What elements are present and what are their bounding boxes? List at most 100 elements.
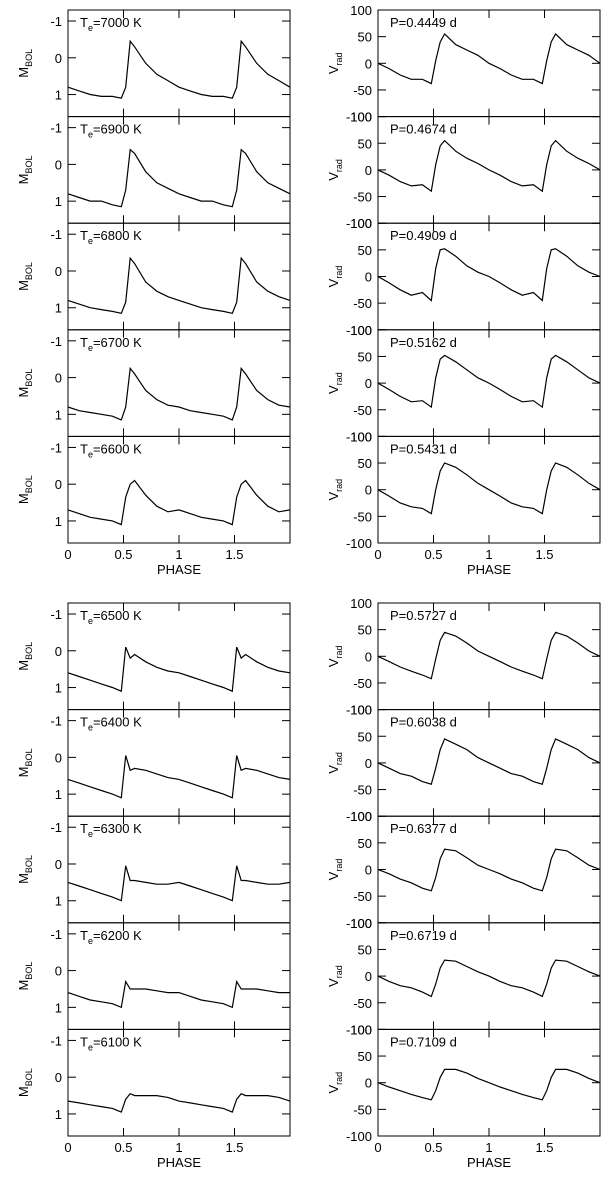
- y-tick-label: 100: [350, 216, 372, 231]
- y-tick-label: 50: [358, 942, 372, 957]
- y-tick-label: 1: [55, 894, 62, 909]
- y-axis-label: MBOL: [16, 262, 34, 291]
- x-axis-label: PHASE: [157, 1155, 201, 1170]
- annotation-main: P=0.6038 d: [390, 715, 457, 730]
- x-tick-label: 0: [64, 547, 71, 562]
- y-tick-label: -50: [353, 83, 372, 98]
- annotation-rest: =7000 K: [93, 15, 142, 30]
- x-tick-label: 0.5: [424, 547, 442, 562]
- annotation: Te=6400 K: [80, 715, 142, 733]
- x-tick-label: 1: [485, 547, 492, 562]
- curve: [67, 755, 291, 799]
- y-axis-label-main: M: [16, 980, 31, 991]
- y-tick-label: 100: [350, 110, 372, 125]
- annotation-main: P=0.6719 d: [390, 928, 457, 943]
- y-axis-label-main: M: [16, 387, 31, 398]
- y-tick-label: 50: [358, 1049, 372, 1064]
- y-tick-label: 50: [358, 243, 372, 258]
- curve: [67, 256, 291, 314]
- y-tick-label: -1: [50, 820, 62, 835]
- curve: [377, 139, 601, 193]
- y-axis-label-main: M: [16, 67, 31, 78]
- y-tick-label: -1: [50, 14, 62, 29]
- y-tick-label: -50: [353, 403, 372, 418]
- curve: [377, 462, 601, 515]
- annotation-main: T: [80, 821, 88, 836]
- annotation-rest: =6200 K: [93, 928, 142, 943]
- y-axis-label: MBOL: [16, 155, 34, 184]
- y-axis-label-main: V: [326, 765, 341, 774]
- y-tick-label: -50: [353, 996, 372, 1011]
- x-tick-label: 1: [485, 1140, 492, 1155]
- y-tick-label: -50: [353, 889, 372, 904]
- annotation: P=0.6377 d: [390, 821, 457, 836]
- y-tick-label: -1: [50, 714, 62, 729]
- y-axis-label-sub: rad: [334, 645, 344, 658]
- x-tick-label: 0.5: [114, 547, 132, 562]
- annotation: P=0.6038 d: [390, 715, 457, 730]
- y-axis-label-sub: rad: [334, 159, 344, 172]
- y-axis-label-sub: rad: [334, 859, 344, 872]
- x-tick-label: 1: [175, 547, 182, 562]
- y-tick-label: 0: [55, 644, 62, 659]
- y-axis-label: Vrad: [326, 752, 344, 774]
- y-axis-label: MBOL: [16, 855, 34, 884]
- y-tick-label: -100: [346, 216, 372, 231]
- y-axis-label-sub: BOL: [24, 748, 34, 766]
- curve: [377, 33, 601, 85]
- y-axis-label-main: V: [326, 978, 341, 987]
- y-tick-label: 0: [365, 649, 372, 664]
- y-axis-label: Vrad: [326, 52, 344, 74]
- curve: [67, 979, 290, 1009]
- y-axis-label-main: M: [16, 1086, 31, 1097]
- y-axis-label-main: V: [326, 385, 341, 394]
- annotation-main: T: [80, 1034, 88, 1049]
- annotation-sub: e: [88, 1042, 93, 1052]
- annotation-sub: e: [88, 343, 93, 353]
- y-tick-label: 0: [365, 270, 372, 285]
- annotation-main: T: [80, 228, 88, 243]
- y-tick-label: 50: [358, 729, 372, 744]
- annotation-sub: e: [88, 23, 93, 33]
- y-tick-label: 50: [358, 30, 372, 45]
- curve: [67, 479, 291, 526]
- y-tick-label: 0: [55, 51, 62, 66]
- y-axis-label-sub: BOL: [24, 49, 34, 67]
- y-axis-label: MBOL: [16, 369, 34, 398]
- y-tick-label: 50: [358, 623, 372, 638]
- y-tick-label: 0: [365, 56, 372, 71]
- curve: [67, 148, 291, 208]
- y-axis-label-main: V: [326, 871, 341, 880]
- y-axis-label: MBOL: [16, 49, 34, 78]
- curve: [377, 248, 601, 302]
- y-tick-label: 1: [55, 194, 62, 209]
- x-tick-label: 1.5: [225, 547, 243, 562]
- y-axis-label-sub: rad: [334, 52, 344, 65]
- y-tick-label: -1: [50, 927, 62, 942]
- annotation: Te=6500 K: [80, 608, 142, 626]
- annotation-main: T: [80, 122, 88, 137]
- annotation: Te=6600 K: [80, 441, 142, 459]
- annotation: P=0.4449 d: [390, 15, 457, 30]
- y-axis-label: Vrad: [326, 266, 344, 288]
- annotation-main: T: [80, 15, 88, 30]
- y-axis-label-sub: rad: [334, 266, 344, 279]
- curve: [377, 1068, 601, 1101]
- curve: [67, 865, 291, 902]
- y-tick-label: 100: [350, 703, 372, 718]
- y-tick-label: -1: [50, 227, 62, 242]
- annotation-main: T: [80, 608, 88, 623]
- y-axis-label: Vrad: [326, 645, 344, 667]
- y-tick-label: 1: [55, 1000, 62, 1015]
- annotation-sub: e: [88, 936, 93, 946]
- y-tick-label: 50: [358, 836, 372, 851]
- y-tick-label: 0: [365, 756, 372, 771]
- y-tick-label: 1: [55, 681, 62, 696]
- annotation-sub: e: [88, 236, 93, 246]
- x-tick-label: 0.5: [424, 1140, 442, 1155]
- curve: [377, 738, 601, 785]
- y-tick-label: 0: [365, 483, 372, 498]
- y-axis-label-main: V: [326, 65, 341, 74]
- y-axis-label-sub: BOL: [24, 855, 34, 873]
- y-tick-label: -100: [346, 536, 372, 551]
